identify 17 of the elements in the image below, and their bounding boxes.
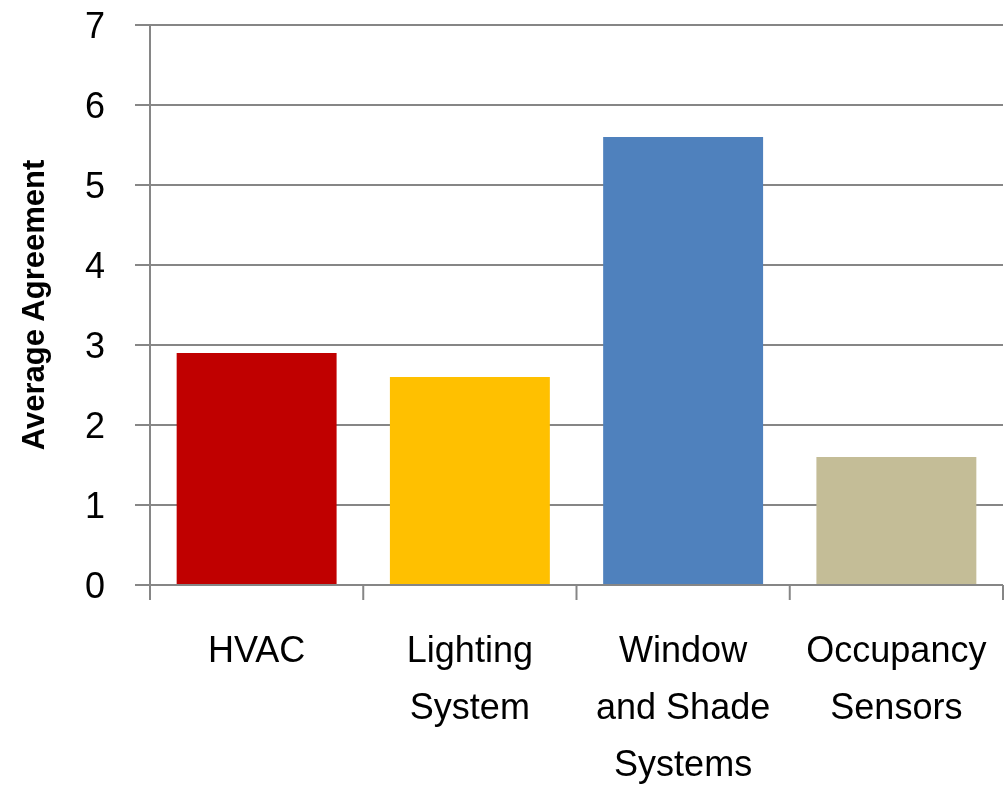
x-tick-label: Lighting System <box>406 629 533 727</box>
y-tick-label: 6 <box>84 84 105 126</box>
y-axis-title: Average Agreement <box>16 159 51 451</box>
y-tick-label: 2 <box>84 404 105 446</box>
y-tick-label: 3 <box>84 324 105 366</box>
y-tick-label: 5 <box>84 164 105 206</box>
x-tick-label: Occupancy Sensors <box>806 629 987 727</box>
y-tick-label: 7 <box>84 4 105 46</box>
x-tick-label: HVAC <box>207 629 306 670</box>
bar <box>176 353 337 585</box>
y-tick-label: 0 <box>84 564 105 606</box>
bar <box>389 377 550 585</box>
y-tick-label: 4 <box>84 244 105 286</box>
x-tick-label: Window and Shade Systems <box>596 629 771 784</box>
bar <box>603 137 764 585</box>
bar <box>816 457 977 585</box>
y-tick-label: 1 <box>84 484 105 526</box>
